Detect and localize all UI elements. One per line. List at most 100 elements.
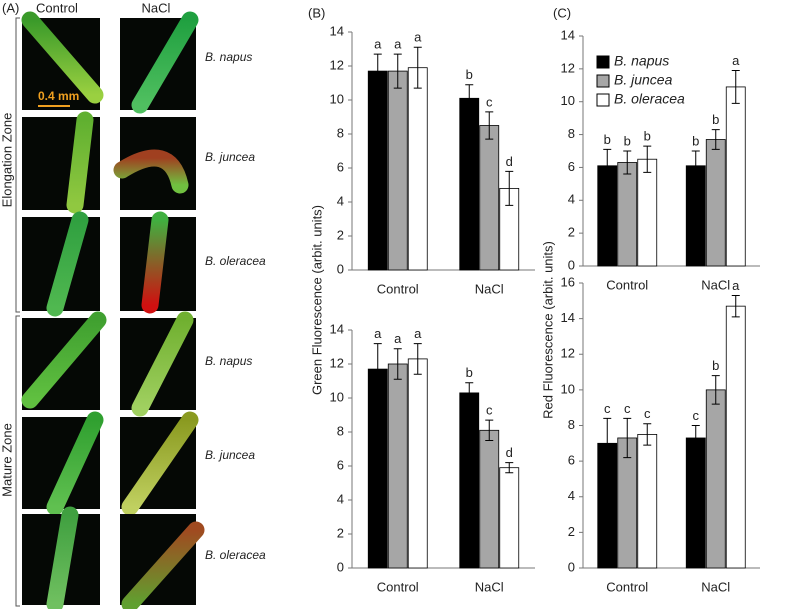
y-tick-label: 2: [568, 225, 575, 240]
bar: [387, 363, 408, 569]
error-bar: [505, 462, 514, 474]
panel-label: (B): [308, 5, 325, 20]
significance-letter: c: [693, 408, 700, 423]
x-tick-label: Control: [606, 277, 648, 292]
significance-letter: d: [506, 154, 513, 169]
x-tick-label: NaCl: [475, 579, 504, 594]
scale-bar-label: 0.4 mm: [38, 89, 79, 103]
root: [141, 211, 169, 314]
x-tick-label: NaCl: [475, 281, 504, 296]
legend-swatch: [596, 55, 610, 69]
bar: [387, 70, 408, 271]
significance-letter: a: [414, 326, 422, 341]
x-tick-label: Control: [377, 281, 419, 296]
y-tick-label: 8: [337, 125, 344, 140]
species-label: B. napus: [205, 354, 252, 368]
significance-letter: b: [712, 358, 719, 373]
photos: [21, 11, 205, 609]
root: [66, 111, 94, 214]
error-bar: [485, 111, 494, 140]
legend-label: B. juncea: [614, 72, 673, 88]
root: [21, 311, 107, 409]
y-tick-label: 12: [561, 60, 575, 75]
species-label: B. oleracea: [205, 254, 266, 268]
y-tick-label: 8: [568, 417, 575, 432]
y-tick-label: 2: [337, 525, 344, 540]
panel-label: (C): [553, 5, 571, 20]
significance-letter: c: [624, 401, 631, 416]
error-bar: [373, 53, 382, 89]
bar: [499, 467, 520, 569]
y-tick-label: 14: [561, 27, 575, 42]
column-header: NaCl: [142, 0, 171, 15]
y-tick-label: 0: [337, 559, 344, 574]
bar: [459, 97, 480, 271]
y-tick-label: 0: [337, 261, 344, 276]
y-tick-label: 6: [337, 159, 344, 174]
bar: [367, 368, 388, 569]
root: [121, 521, 205, 609]
y-tick-label: 4: [568, 488, 575, 503]
y-tick-label: 4: [337, 491, 344, 506]
species-label: B. napus: [205, 50, 252, 64]
y-tick-label: 10: [330, 389, 344, 404]
error-bar: [413, 343, 422, 375]
significance-letter: a: [732, 53, 740, 68]
root: [121, 411, 199, 516]
y-tick-label: 6: [568, 453, 575, 468]
significance-letter: a: [414, 30, 422, 45]
error-bar: [691, 425, 700, 451]
root: [131, 311, 194, 417]
y-axis-label: Red Fluorescence (arbit. units): [540, 241, 555, 419]
error-bar: [623, 417, 632, 459]
significance-letter: b: [644, 129, 651, 144]
y-tick-label: 4: [568, 192, 575, 207]
y-tick-label: 10: [330, 91, 344, 106]
y-tick-label: 14: [561, 310, 575, 325]
y-tick-label: 2: [568, 524, 575, 539]
y-tick-label: 0: [568, 559, 575, 574]
significance-letter: b: [466, 67, 473, 82]
bar: [637, 434, 658, 569]
y-tick-label: 12: [330, 355, 344, 370]
significance-letter: c: [486, 403, 493, 418]
y-tick-label: 12: [561, 346, 575, 361]
bar: [705, 139, 726, 267]
legend-swatch: [596, 93, 610, 107]
error-bar: [731, 70, 740, 104]
error-bar: [393, 348, 402, 380]
error-bar: [485, 419, 494, 441]
species-label: B. juncea: [205, 448, 255, 462]
root: [131, 11, 199, 114]
zone-label: Mature Zone: [0, 423, 14, 497]
error-bar: [623, 150, 632, 175]
zone-label: Elongation Zone: [0, 113, 14, 208]
species-label: B. juncea: [205, 150, 255, 164]
significance-letter: a: [394, 331, 402, 346]
significance-letter: d: [506, 445, 513, 460]
error-bar: [711, 375, 720, 405]
error-bar: [413, 46, 422, 89]
x-tick-label: Control: [606, 579, 648, 594]
error-bar: [731, 294, 740, 318]
bar: [479, 429, 500, 569]
significance-letter: b: [624, 133, 631, 148]
significance-letter: b: [712, 112, 719, 127]
significance-letter: a: [374, 37, 382, 52]
x-tick-label: NaCl: [701, 277, 730, 292]
bracket: [15, 17, 20, 607]
y-tick-label: 8: [568, 126, 575, 141]
error-bar: [643, 423, 652, 446]
bar: [725, 86, 746, 267]
y-tick-label: 12: [330, 57, 344, 72]
significance-letter: c: [486, 94, 493, 109]
error-bar: [465, 84, 474, 113]
significance-letter: b: [604, 132, 611, 147]
significance-letter: b: [466, 365, 473, 380]
significance-letter: c: [644, 406, 651, 421]
y-tick-label: 6: [568, 159, 575, 174]
bar: [705, 389, 726, 569]
x-tick-label: Control: [377, 579, 419, 594]
y-tick-label: 14: [330, 23, 344, 38]
legend-swatch: [596, 74, 610, 88]
